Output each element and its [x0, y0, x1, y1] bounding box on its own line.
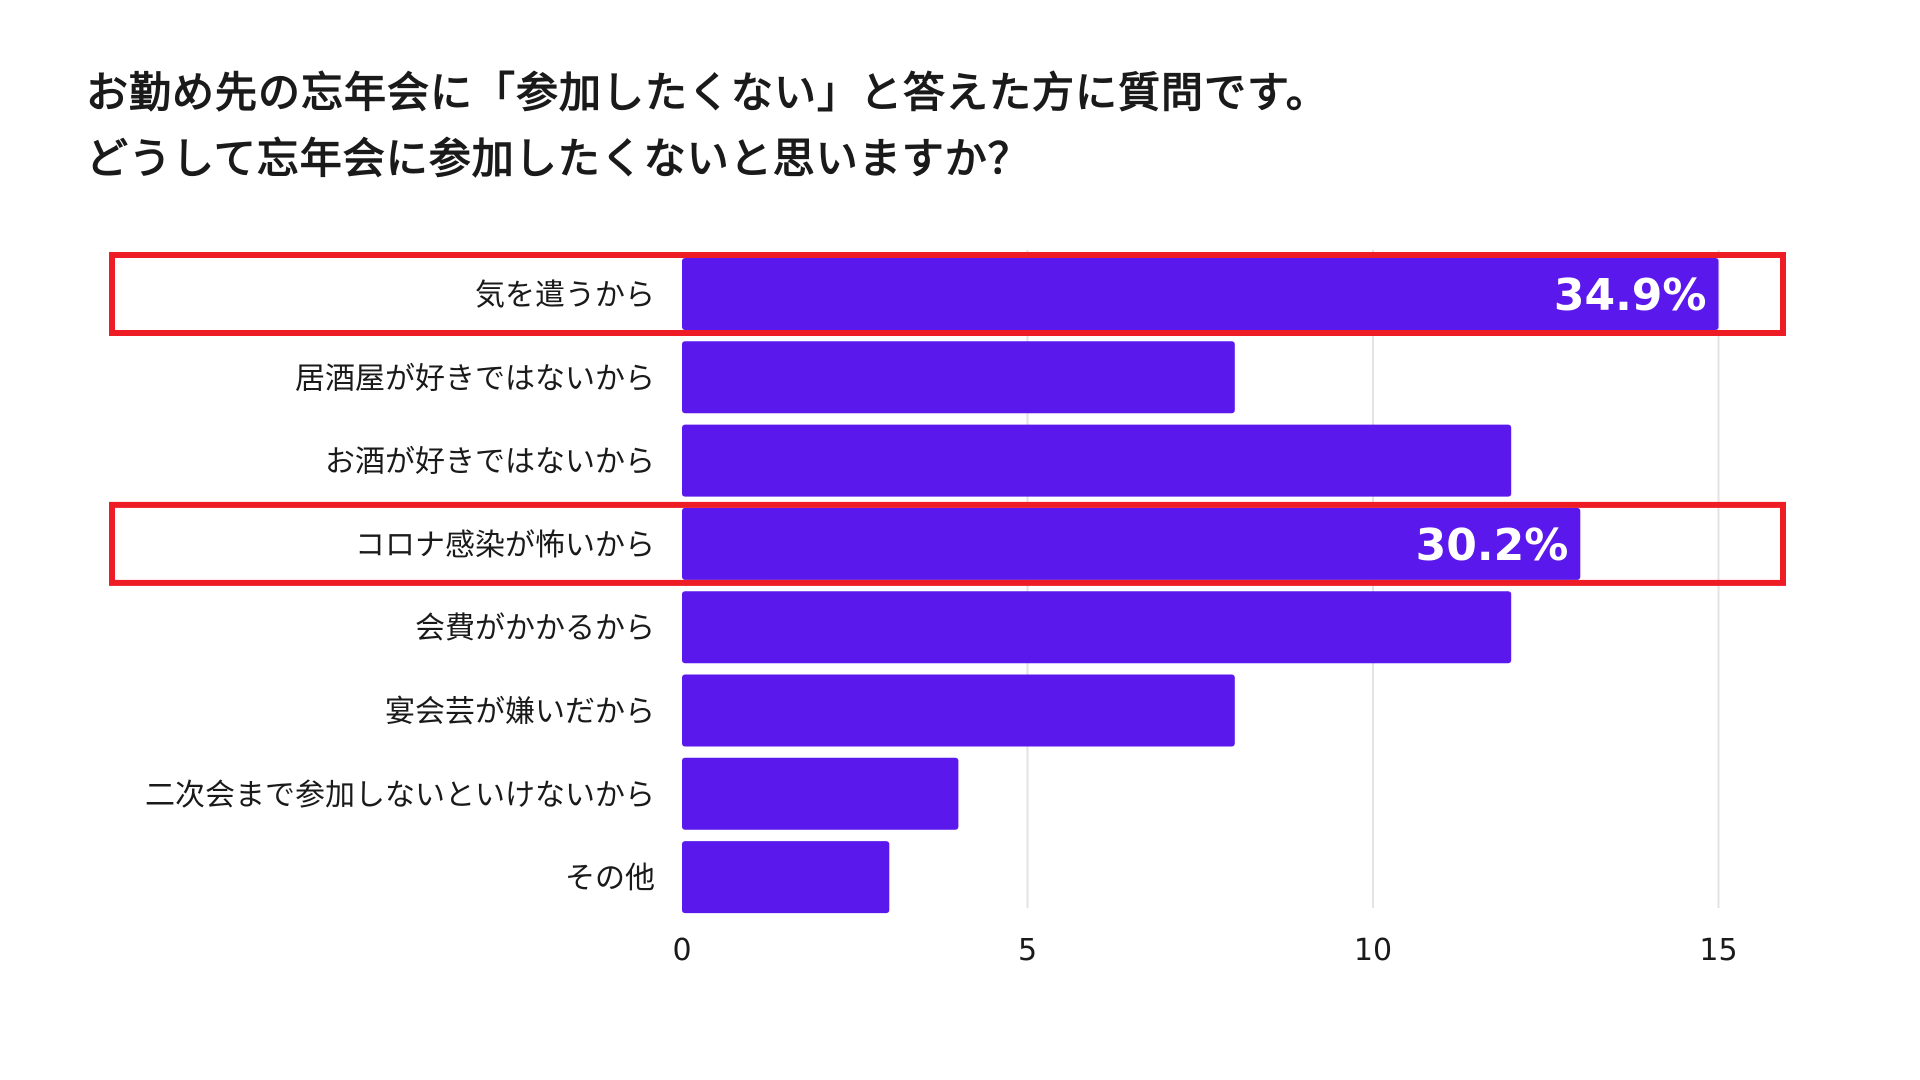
category-label: お酒が好きではないから	[325, 445, 655, 480]
highlight-box	[109, 252, 1786, 336]
x-axis-ticks: 0 5 10 15	[672, 933, 1737, 968]
chart-title: お勤め先の忘年会に「参加したくない」と答えた方に質問です。 どうして忘年会に参加…	[86, 60, 1786, 192]
bar	[682, 591, 1512, 664]
chart-title-line-1: お勤め先の忘年会に「参加したくない」と答えた方に質問です。	[86, 68, 1329, 117]
category-label: 会費がかかるから	[415, 611, 655, 646]
bar	[682, 258, 1719, 330]
bar	[682, 757, 959, 830]
chart-title-line-2: どうして忘年会に参加したくないと思いますか？	[86, 134, 1031, 183]
data-label: 34.9%	[1554, 270, 1707, 321]
category-label: 二次会まで参加しないといけないから	[145, 778, 655, 813]
bar	[682, 507, 1581, 580]
bar	[682, 341, 1235, 414]
x-tick-label: 15	[1699, 933, 1737, 968]
highlight-box	[109, 501, 1786, 586]
x-tick-label: 10	[1354, 933, 1392, 968]
category-labels: 気を遣うから居酒屋が好きではないからお酒が好きではないからコロナ感染が怖いから会…	[145, 278, 655, 896]
category-label: その他	[565, 861, 655, 896]
data-label: 30.2%	[1416, 520, 1569, 571]
category-label: 宴会芸が嫌いだから	[385, 695, 655, 730]
highlight-boxes	[109, 252, 1786, 586]
bars: 34.9% 30.2%	[682, 258, 1719, 914]
bar	[682, 841, 890, 914]
x-tick-label: 0	[672, 933, 691, 968]
category-label: 気を遣うから	[475, 278, 655, 313]
x-tick-label: 5	[1018, 933, 1037, 968]
category-label: コロナ感染が怖いから	[355, 528, 655, 563]
category-label: 居酒屋が好きではないから	[295, 361, 655, 396]
bar	[682, 674, 1235, 747]
bar	[682, 424, 1512, 497]
